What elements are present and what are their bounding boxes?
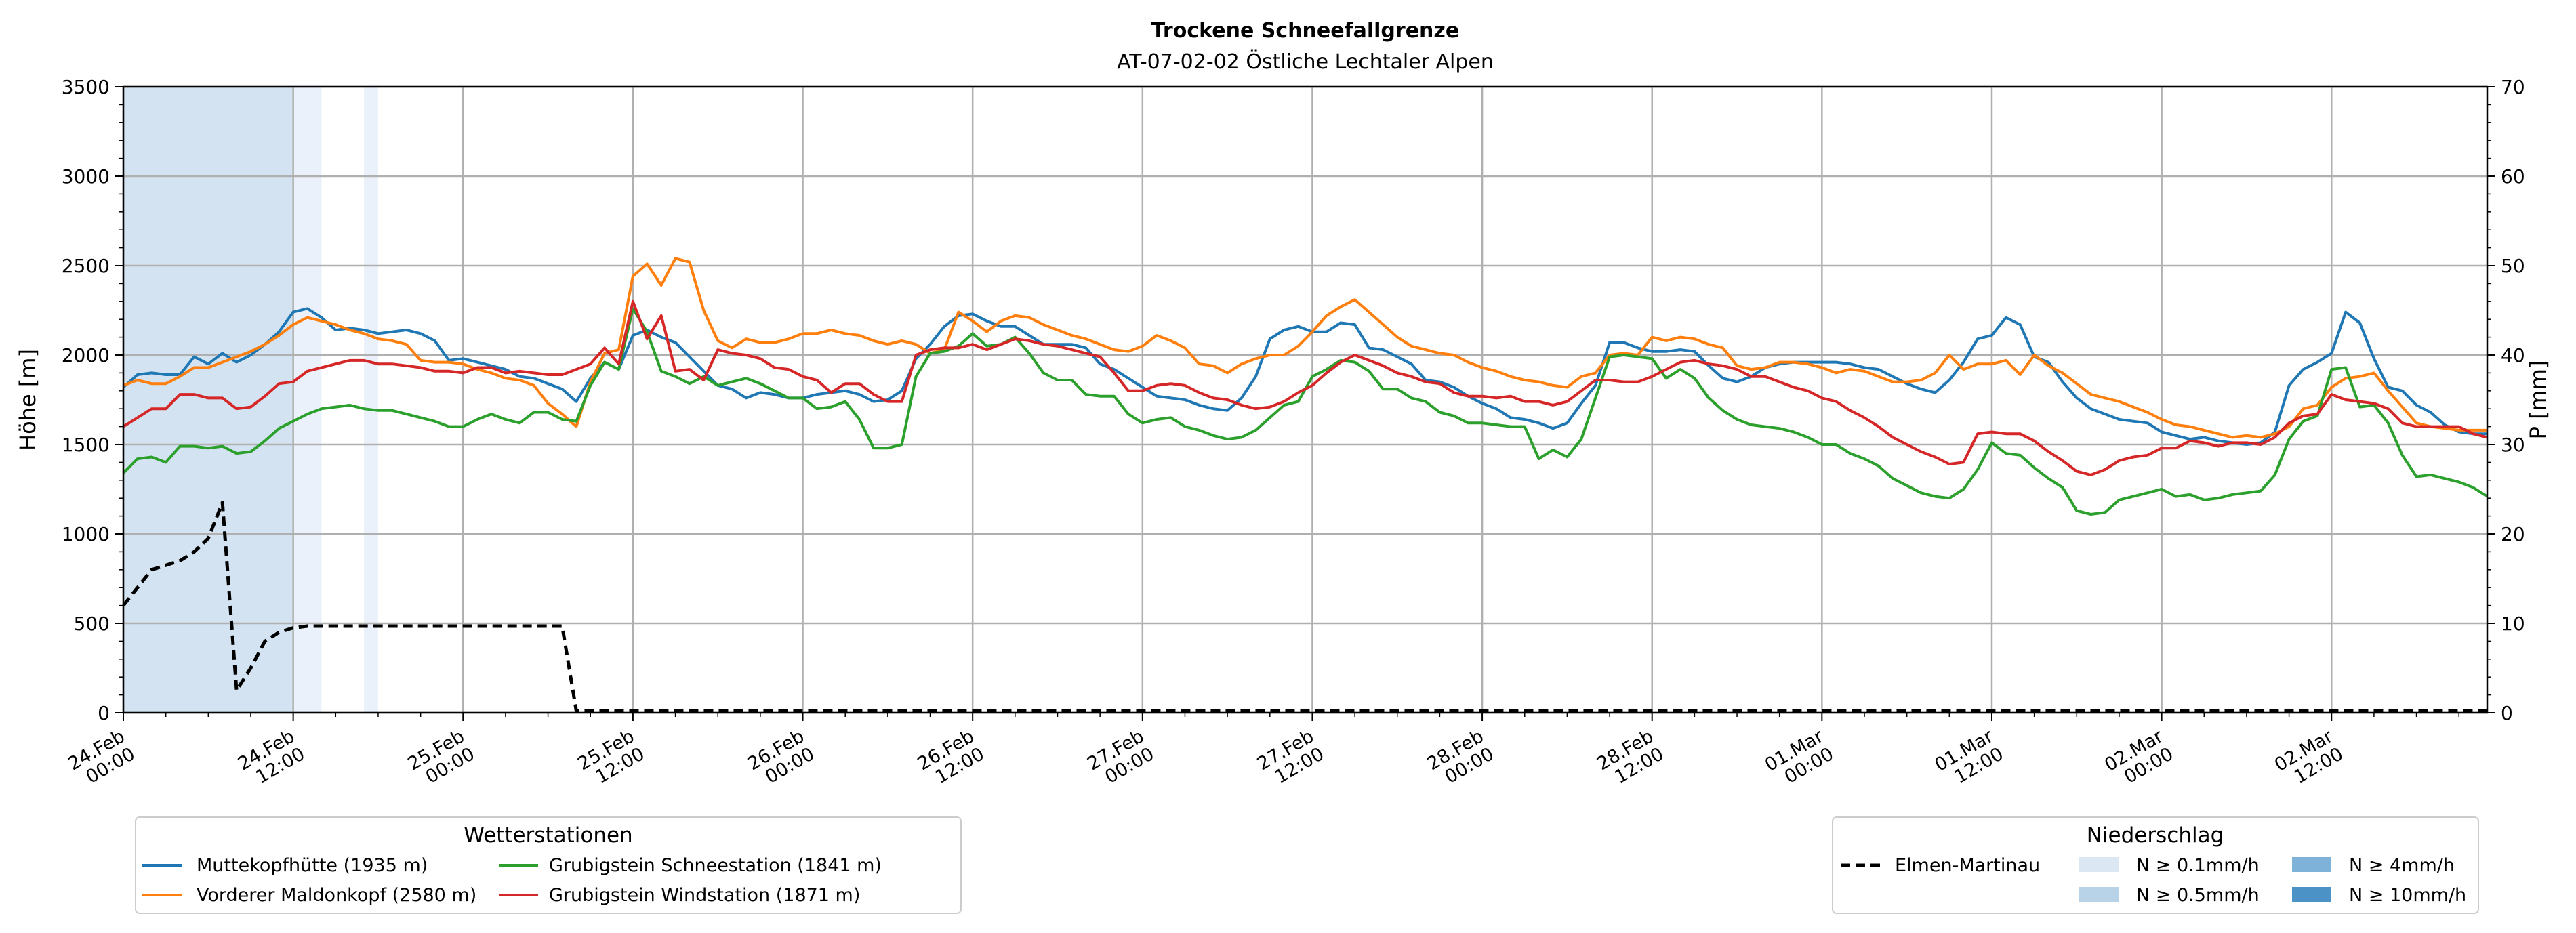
plot-frame xyxy=(122,85,2489,714)
y-axis-label: Höhe [m] xyxy=(15,349,41,451)
chart-subtitle: AT-07-02-02 Östliche Lechtaler Alpen xyxy=(1117,49,1494,74)
legend-swatch-n01 xyxy=(2079,857,2119,872)
y2-axis-label: P [mm] xyxy=(2525,360,2551,440)
y-tick-label-3: 1500 xyxy=(62,434,110,456)
precip-band-1 xyxy=(293,87,322,713)
y-tick-label-7: 3500 xyxy=(62,76,110,98)
legend-stations: Wetterstationen Muttekopfhütte (1935 m) … xyxy=(135,816,962,914)
series-line-1 xyxy=(123,257,2487,439)
series-line-3 xyxy=(122,299,2488,476)
y2-tick-label-4: 40 xyxy=(2501,344,2525,367)
y-tick-label-1: 500 xyxy=(74,613,110,635)
legend-label-grubigstein-schnee: Grubigstein Schneestation (1841 m) xyxy=(549,855,882,876)
y-tick-label-6: 3000 xyxy=(62,165,110,188)
y-tick-label-4: 2000 xyxy=(62,344,110,367)
legend-precip: Niederschlag Elmen-Martinau N ≥ 0.1mm/h … xyxy=(1832,816,2479,914)
legend-label-maldonkopf: Vorderer Maldonkopf (2580 m) xyxy=(197,885,476,906)
legend-label-elmen: Elmen-Martinau xyxy=(1895,855,2040,876)
legend-label-n10: N ≥ 10mm/h xyxy=(2349,885,2466,906)
precip-band-0 xyxy=(123,87,293,713)
legend-swatch-n10 xyxy=(2292,887,2331,902)
legend-label-muttekopf: Muttekopfhütte (1935 m) xyxy=(197,855,428,876)
legend-precip-title: Niederschlag xyxy=(2087,823,2224,848)
y-axis-right: 0 10 20 30 40 50 60 70 xyxy=(2487,76,2525,724)
y2-tick-label-3: 30 xyxy=(2501,434,2525,456)
legend-stations-frame xyxy=(135,816,962,914)
grid xyxy=(122,85,2487,714)
series-line-4 xyxy=(122,501,2487,713)
y-axis-left: 0 500 1000 1500 2000 2500 3000 3500 xyxy=(62,76,123,724)
series-line-0 xyxy=(122,307,2487,446)
legend-label-n01: N ≥ 0.1mm/h xyxy=(2136,855,2260,876)
y-tick-label-5: 2500 xyxy=(62,255,110,277)
y-tick-label-0: 0 xyxy=(98,702,110,724)
y2-tick-label-7: 70 xyxy=(2501,76,2525,98)
legend-label-n05: N ≥ 0.5mm/h xyxy=(2136,885,2260,906)
y-tick-label-2: 1000 xyxy=(62,523,110,545)
legend-label-grubigstein-wind: Grubigstein Windstation (1871 m) xyxy=(549,885,860,906)
chart-title: Trockene Schneefallgrenze xyxy=(1151,19,1459,43)
precip-bands xyxy=(123,87,378,713)
y2-tick-label-1: 10 xyxy=(2501,613,2525,635)
legend-stations-title: Wetterstationen xyxy=(464,823,632,848)
precip-band-2 xyxy=(364,87,378,713)
y2-tick-label-2: 20 xyxy=(2501,523,2525,545)
series-lines xyxy=(122,257,2489,713)
legend-swatch-n05 xyxy=(2079,887,2119,902)
y2-tick-label-6: 60 xyxy=(2501,165,2525,188)
y2-tick-label-5: 50 xyxy=(2501,255,2525,277)
y2-tick-label-0: 0 xyxy=(2501,702,2513,724)
legend-swatch-n4 xyxy=(2292,857,2331,872)
legend-label-n4: N ≥ 4mm/h xyxy=(2349,855,2455,876)
